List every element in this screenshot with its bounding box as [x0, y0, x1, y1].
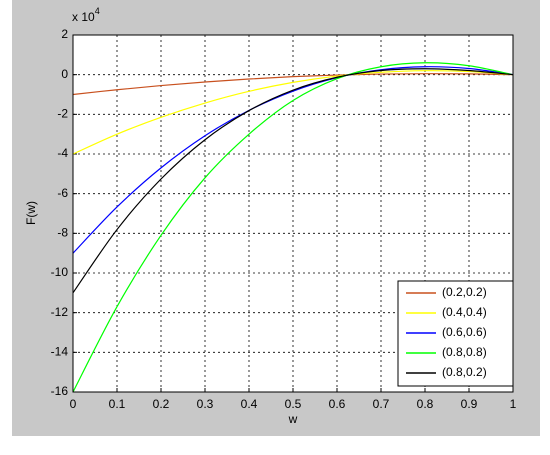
legend-label: (0.6,0.6): [442, 325, 487, 339]
series-line: [72, 68, 514, 294]
y-tick-label: -6: [57, 186, 68, 200]
y-tick-label: -2: [57, 107, 68, 121]
series-line: [72, 66, 514, 254]
y-tick-label: -16: [51, 384, 69, 398]
legend-label: (0.8,0.2): [442, 365, 487, 379]
y-tick-label: -4: [57, 146, 68, 160]
legend-label: (0.8,0.8): [442, 345, 487, 359]
y-tick-label: -12: [51, 305, 69, 319]
x-tick-label: 0.1: [109, 397, 126, 411]
x-tick-label: 0.9: [461, 397, 478, 411]
x-tick-label: 0.6: [329, 397, 346, 411]
x-tick-label: 0.3: [197, 397, 214, 411]
x-tick-label: 0: [70, 397, 77, 411]
series-line: [72, 73, 514, 96]
x-tick-label: 0.8: [417, 397, 434, 411]
x-tick-label: 0.4: [241, 397, 258, 411]
series-line: [72, 62, 514, 393]
y-exponent-power: 4: [95, 6, 100, 16]
legend-label: (0.4,0.4): [442, 305, 487, 319]
y-exponent: x 104: [72, 6, 100, 24]
x-tick-label: 0.7: [373, 397, 390, 411]
y-tick-label: -8: [57, 226, 68, 240]
x-tick-label: 0.5: [285, 397, 302, 411]
legend-label: (0.2,0.2): [442, 285, 487, 299]
y-tick-label: -14: [51, 345, 69, 359]
axes-box: [72, 34, 514, 393]
x-tick-label: 1: [510, 397, 517, 411]
y-tick-label: 0: [61, 67, 68, 81]
x-axis-label: w: [288, 412, 298, 426]
y-tick-label: -10: [51, 265, 69, 279]
series-line: [72, 70, 514, 155]
y-axis-label: F(w): [24, 201, 38, 225]
y-tick-label: 2: [61, 27, 68, 41]
y-exponent-base: x 10: [72, 10, 95, 24]
x-tick-label: 0.2: [153, 397, 170, 411]
